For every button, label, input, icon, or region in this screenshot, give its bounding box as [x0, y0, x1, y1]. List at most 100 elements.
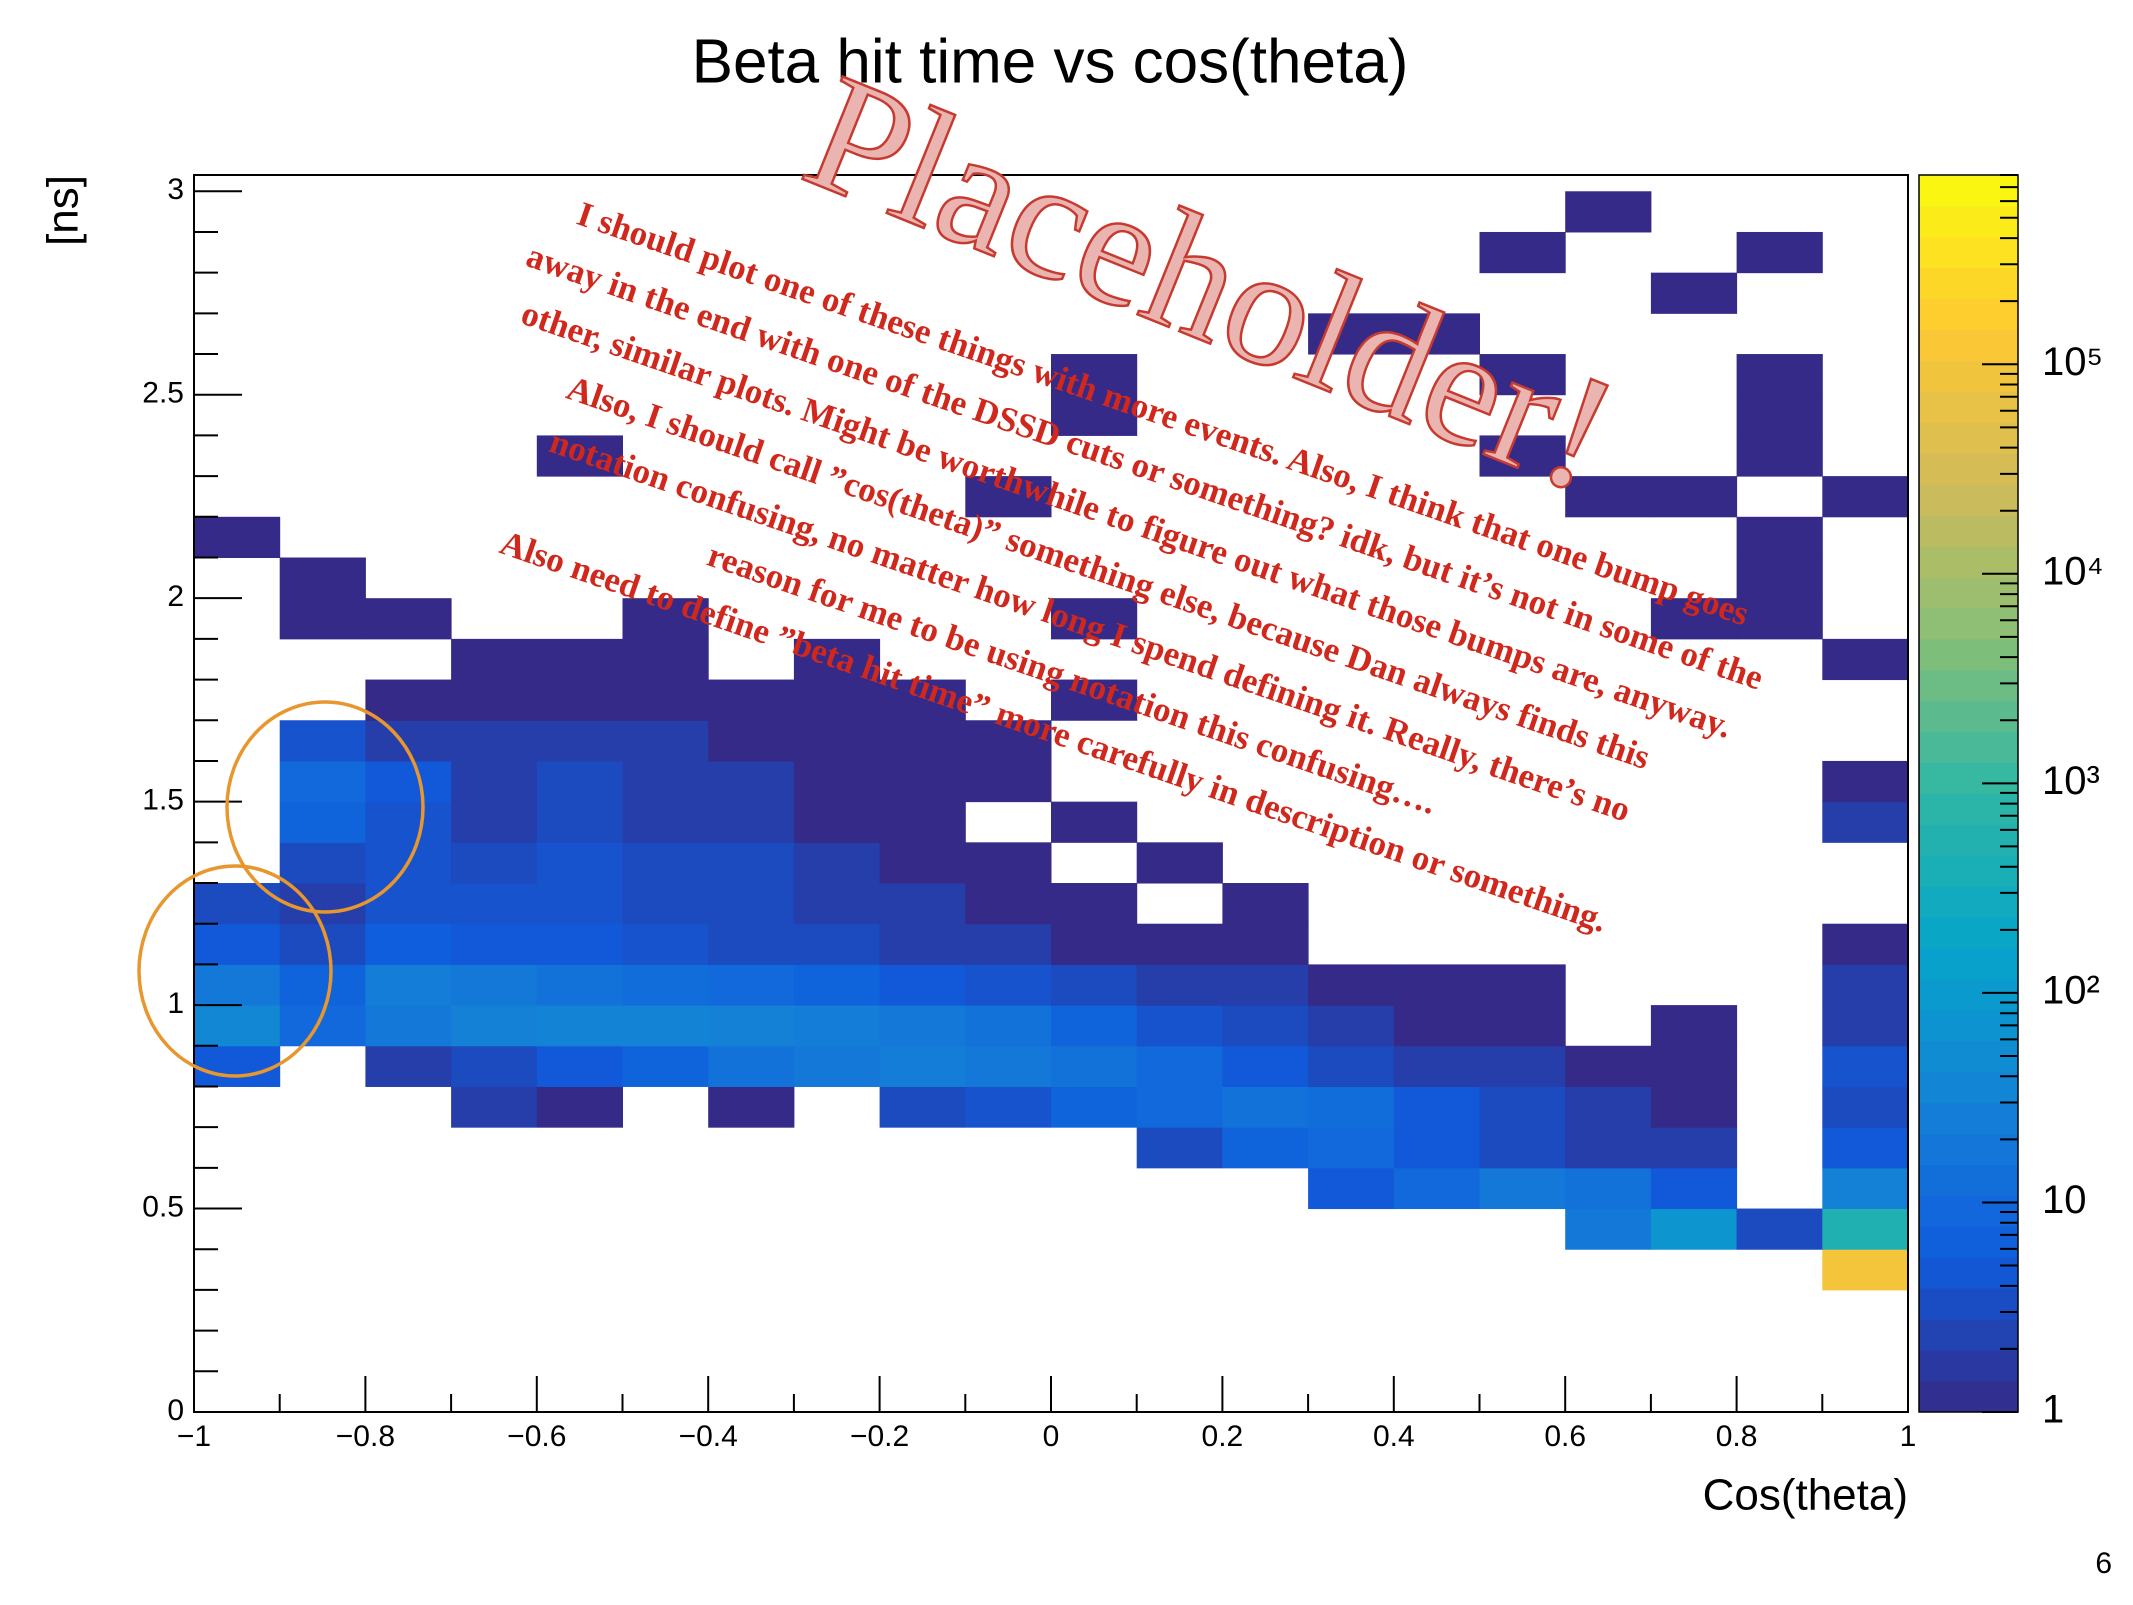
heat-cell [1565, 1208, 1652, 1250]
heat-cell [1736, 231, 1823, 274]
heat-cell [1736, 1208, 1823, 1250]
colorbar-band [1919, 298, 2018, 331]
heat-cell [451, 883, 538, 925]
heat-cell [1051, 394, 1138, 436]
heat-cell [879, 720, 966, 762]
heat-cell [1136, 1005, 1223, 1047]
colorbar-band [1919, 793, 2018, 825]
heat-cell [1222, 1086, 1309, 1128]
heat-cell [879, 760, 966, 803]
heat-cell [708, 760, 795, 803]
x-tick-label: 0.2 [1202, 1420, 1244, 1453]
heat-cell [1736, 557, 1823, 599]
heat-cell [793, 801, 881, 843]
heat-cell [451, 1005, 538, 1047]
heat-cell [536, 883, 623, 925]
heat-cell [1479, 1086, 1566, 1128]
y-tick-label: 1.5 [142, 784, 184, 817]
heat-cell [451, 638, 538, 681]
heat-cell [1308, 964, 1395, 1006]
heat-cell [965, 923, 1052, 965]
x-tick-label: −1 [177, 1420, 211, 1453]
heat-cell [793, 638, 881, 681]
x-axis-label: Cos(theta) [1703, 1471, 1908, 1520]
heat-cell [1650, 1005, 1738, 1047]
heat-cell [965, 476, 1052, 518]
heat-cell [708, 842, 795, 884]
heat-cell [279, 720, 366, 762]
colorbar-band [1919, 917, 2018, 949]
heat-cell [622, 883, 709, 925]
colorbar-band [1919, 205, 2018, 238]
heat-cell [1822, 760, 1909, 803]
heat-cell [1136, 842, 1223, 884]
heat-cell [1222, 883, 1309, 925]
z-tick-label: 10² [2042, 968, 2100, 1012]
z-tick-label: 10³ [2042, 759, 2100, 803]
colorbar-band [1919, 329, 2018, 362]
heat-cell [965, 760, 1052, 803]
z-tick-label: 10 [2042, 1178, 2087, 1222]
y-tick-label: 3 [167, 173, 184, 206]
highlight-circle [225, 700, 425, 914]
colorbar-band [1919, 1102, 2018, 1135]
heat-cell [1479, 354, 1566, 396]
y-tick-label: 1 [167, 987, 184, 1020]
heat-cell [1051, 1005, 1138, 1047]
heat-cell [622, 801, 709, 843]
heat-cell [793, 1005, 881, 1047]
heat-cell [536, 801, 623, 843]
heat-cell [1736, 516, 1823, 558]
heat-cell [1479, 964, 1566, 1006]
heat-cell [194, 1045, 281, 1087]
heat-cell [622, 638, 709, 681]
heat-cell [536, 1005, 623, 1047]
heat-cell [1650, 1167, 1738, 1210]
heat-cell [451, 923, 538, 965]
colorbar-band [1919, 1381, 2018, 1413]
heat-cell [879, 1086, 966, 1128]
colorbar-band [1919, 1319, 2018, 1351]
heat-cell [536, 720, 623, 762]
heat-cell [1308, 1086, 1395, 1128]
heat-cell [793, 964, 881, 1006]
heat-cell [194, 516, 281, 558]
heat-cell [451, 720, 538, 762]
heat-cell [1393, 1086, 1480, 1128]
heat-cell [194, 883, 281, 925]
y-tick-label: 2.5 [142, 377, 184, 410]
heat-cell [1051, 1045, 1138, 1087]
heat-cell [879, 679, 966, 721]
heat-cell [536, 679, 623, 721]
heat-cell [1650, 1127, 1738, 1169]
heat-cell [279, 557, 366, 599]
heat-cell [279, 598, 366, 640]
heat-cell [1822, 964, 1909, 1006]
heat-cell [1222, 1045, 1309, 1087]
heat-cell [622, 760, 709, 803]
heat-cell [451, 964, 538, 1006]
heat-cell [1479, 231, 1566, 274]
heat-cell [365, 801, 452, 843]
colorbar-band [1919, 886, 2018, 918]
heat-cell [1308, 1045, 1395, 1087]
heat-cell [1822, 1208, 1909, 1250]
page-number: 6 [2095, 1547, 2112, 1580]
heat-cell [279, 760, 366, 803]
colorbar-band [1919, 948, 2018, 980]
heat-cell [1393, 1127, 1480, 1169]
heat-cell [1393, 1045, 1480, 1087]
colorbar-band [1919, 731, 2018, 764]
heat-cell [1479, 435, 1566, 477]
colorbar-band [1919, 979, 2018, 1011]
heat-cell [793, 923, 881, 965]
heat-cell [708, 679, 795, 721]
heat-cell [279, 964, 366, 1006]
heat-cell [1565, 1167, 1652, 1210]
heat-cell [1136, 1086, 1223, 1128]
heat-cell [1565, 1127, 1652, 1169]
heat-cell [879, 801, 966, 843]
heat-cell [793, 1045, 881, 1087]
heat-cell [451, 1086, 538, 1128]
